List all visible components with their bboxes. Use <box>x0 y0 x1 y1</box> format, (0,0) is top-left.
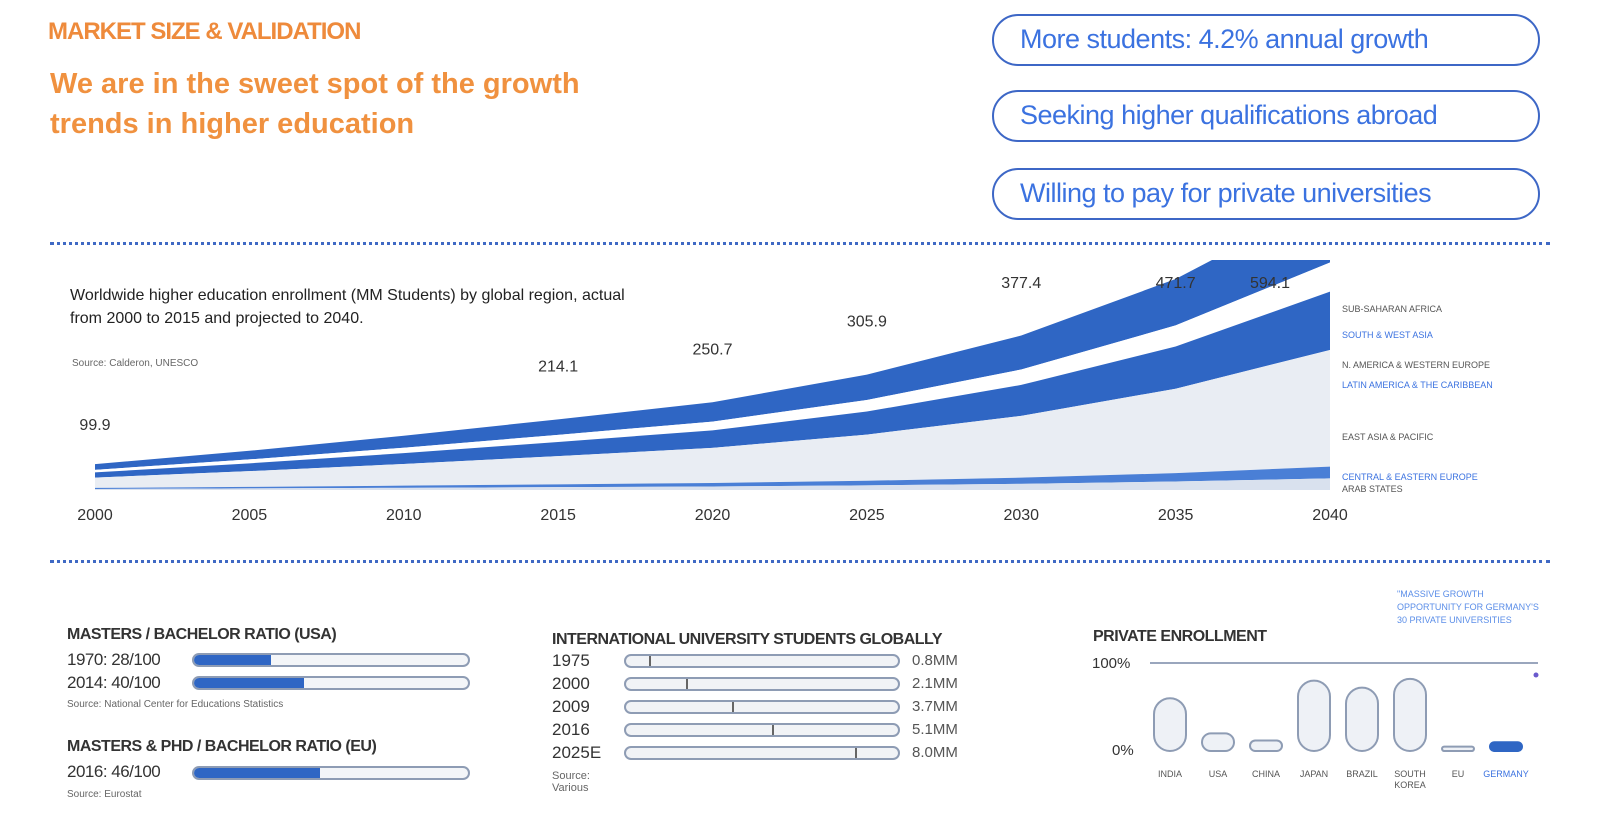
x-tick-label: 2000 <box>77 507 113 524</box>
intl-bar-marker <box>686 679 689 689</box>
private-bar <box>1489 741 1523 752</box>
intl-value-label: 8.0MM <box>912 744 958 761</box>
area-east-asia-pacific <box>95 349 1330 488</box>
usa-ratio-fill-1970 <box>194 655 271 665</box>
marker-dot <box>1533 672 1539 678</box>
eu-ratio-row-2016: 2016: 46/100 <box>67 762 161 781</box>
legend-entry: SOUTH & WEST ASIA <box>1342 330 1433 340</box>
legend-entry: ARAB STATES <box>1342 484 1403 494</box>
private-bar <box>1153 697 1187 752</box>
area-n-america-western-europe <box>95 291 1330 478</box>
intl-year-label: 1975 <box>552 651 590 670</box>
area-arab-states <box>95 478 1330 490</box>
page-headline: We are in the sweet spot of the growth t… <box>50 68 580 140</box>
divider-bottom <box>50 560 1550 563</box>
private-bar <box>1345 686 1379 752</box>
eu-ratio-bar-2016 <box>192 766 470 780</box>
eu-ratio-title: MASTERS & PHD / BACHELOR RATIO (EU) <box>67 738 377 755</box>
intl-year-label: 2009 <box>552 697 590 716</box>
x-tick-label: 2030 <box>1003 507 1039 524</box>
x-tick-label: 2015 <box>540 507 576 524</box>
usa-ratio-row-2014: 2014: 40/100 <box>67 673 161 692</box>
private-category-label: INDIA <box>1158 769 1182 779</box>
intl-students-source: Source: Various <box>552 770 590 794</box>
legend-entry: SUB-SAHARAN AFRICA <box>1342 304 1442 314</box>
total-value-label: 594.1 <box>1250 275 1290 292</box>
private-bar <box>1249 739 1283 753</box>
area-central-eastern-europe <box>95 466 1330 489</box>
total-value-label: 250.7 <box>692 341 732 358</box>
intl-year-label: 2016 <box>552 720 590 739</box>
x-tick-label: 2040 <box>1312 507 1348 524</box>
x-tick-label: 2035 <box>1158 507 1194 524</box>
private-category-label: GERMANY <box>1483 769 1529 779</box>
area-south-west-asia <box>95 262 1330 473</box>
usa-ratio-fill-2014 <box>194 678 304 688</box>
usa-ratio-bar-2014 <box>192 676 470 690</box>
legend-entry: LATIN AMERICA & THE CARIBBEAN <box>1342 380 1493 390</box>
y-tick-label: 100% <box>1092 655 1130 672</box>
x-tick-label: 2020 <box>695 507 731 524</box>
intl-value-label: 3.7MM <box>912 698 958 715</box>
x-tick-label: 2010 <box>386 507 422 524</box>
private-bar <box>1201 732 1235 753</box>
total-value-label: 471.7 <box>1156 275 1196 292</box>
private-category-label: EU <box>1452 769 1465 779</box>
usa-ratio-source: Source: National Center for Educations S… <box>67 699 284 710</box>
intl-bar <box>624 723 900 737</box>
private-bar <box>1393 677 1427 753</box>
intl-year-label: 2025E <box>552 743 602 762</box>
private-category-label: USA <box>1209 769 1228 779</box>
intl-year-label: 2000 <box>552 674 590 693</box>
intl-bar <box>624 746 900 760</box>
private-category-label: SOUTH <box>1394 769 1426 779</box>
intl-bar-marker <box>772 725 775 735</box>
total-value-label: 99.9 <box>79 417 110 434</box>
legend-entry: CENTRAL & EASTERN EUROPE <box>1342 472 1478 482</box>
total-value-label: 377.4 <box>1001 275 1041 292</box>
intl-bar-marker <box>855 748 858 758</box>
enrollment-area-chart: 2000 2005 2010 2015 2020 2025 2030 2035 2040 99.9… <box>77 260 1493 524</box>
intl-value-label: 5.1MM <box>912 721 958 738</box>
intl-bar-marker <box>648 656 651 666</box>
x-tick-label: 2025 <box>849 507 885 524</box>
legend-entry: EAST ASIA & PACIFIC <box>1342 432 1434 442</box>
y-tick-label: 0% <box>1112 742 1134 759</box>
private-enrollment-annotation: "MASSIVE GROWTH OPPORTUNITY FOR GERMANY'… <box>1397 589 1539 625</box>
total-value-label: 305.9 <box>847 314 887 331</box>
eu-ratio-fill-2016 <box>194 768 321 778</box>
x-tick-label: 2005 <box>232 507 268 524</box>
legend-entry: N. AMERICA & WESTERN EUROPE <box>1342 360 1490 370</box>
pill-student-growth: More students: 4.2% annual growth <box>992 14 1540 66</box>
section-kicker: MARKET SIZE & VALIDATION <box>48 18 361 45</box>
private-category-label: CHINA <box>1252 769 1280 779</box>
intl-value-label: 2.1MM <box>912 675 958 692</box>
enrollment-chart-source: Source: Calderon, UNESCO <box>72 358 199 369</box>
private-enrollment-chart: 100% 0% INDIA USA CHINA JAPAN BRAZIL SOUTHKOREA… <box>1092 655 1539 790</box>
private-category-label: JAPAN <box>1300 769 1328 779</box>
total-value-label: 214.1 <box>538 358 578 375</box>
pill-private-universities: Willing to pay for private universities <box>992 168 1540 220</box>
usa-ratio-title: MASTERS / BACHELOR RATIO (USA) <box>67 626 337 643</box>
intl-bar <box>624 677 900 691</box>
eu-ratio-source: Source: Eurostat <box>67 789 142 800</box>
private-bar <box>1441 745 1475 752</box>
intl-bar <box>624 654 900 668</box>
intl-bar <box>624 700 900 714</box>
private-enrollment-title: PRIVATE ENROLLMENT <box>1093 628 1267 645</box>
divider-top <box>50 242 1550 245</box>
intl-students-title: INTERNATIONAL UNIVERSITY STUDENTS GLOBAL… <box>552 631 943 648</box>
intl-bar-marker <box>731 702 734 712</box>
private-category-label: BRAZIL <box>1346 769 1378 779</box>
area-sub-saharan-africa <box>95 260 1330 470</box>
usa-ratio-bar-1970 <box>192 653 470 667</box>
intl-value-label: 0.8MM <box>912 652 958 669</box>
usa-ratio-row-1970: 1970: 28/100 <box>67 650 161 669</box>
private-bar <box>1297 679 1331 752</box>
pill-higher-qualifications: Seeking higher qualifications abroad <box>992 90 1540 142</box>
private-category-label: KOREA <box>1394 780 1426 790</box>
enrollment-chart-title: Worldwide higher education enrollment (M… <box>70 287 625 327</box>
